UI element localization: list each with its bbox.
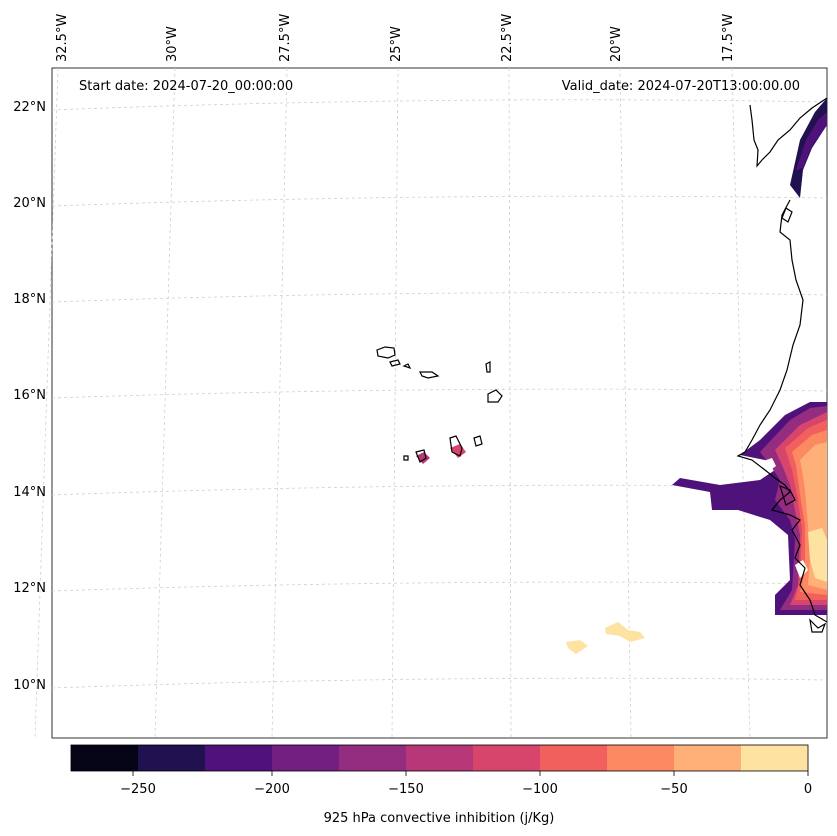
colorbar-tick-m50: −50 (660, 782, 687, 797)
lon-label-30w: 30°W (165, 26, 180, 62)
colorbar-cell (205, 745, 273, 771)
lat-label-14n: 14°N (13, 485, 46, 500)
colorbar-cell (473, 745, 541, 771)
valid-date-label: Valid_date: 2024-07-20T13:00:00.00 (562, 79, 800, 94)
start-date-label: Start date: 2024-07-20_00:00:00 (79, 79, 293, 94)
lat-label-22n: 22°N (13, 100, 46, 115)
colorbar-cell (339, 745, 407, 771)
latitude-labels: 22°N 20°N 18°N 16°N 14°N 12°N 10°N (13, 100, 46, 693)
colorbar-cell (71, 745, 139, 771)
colorbar-cell (540, 745, 608, 771)
lon-label-22-5w: 22.5°W (500, 14, 515, 62)
map-frame (51, 67, 828, 739)
longitude-gridlines (34, 67, 751, 739)
lon-label-20w: 20°W (609, 26, 624, 62)
lat-label-18n: 18°N (13, 292, 46, 307)
latitude-gridlines (51, 99, 828, 689)
cin-contour-fills (416, 98, 827, 654)
lat-label-12n: 12°N (13, 581, 46, 596)
colorbar-tick-m100: −100 (522, 782, 558, 797)
lon-label-27-5w: 27.5°W (278, 14, 293, 62)
coastlines (376, 97, 828, 633)
colorbar-cell (406, 745, 474, 771)
colorbar-tick-m200: −200 (254, 782, 290, 797)
colorbar-tick-0: 0 (804, 782, 812, 797)
colorbar-label: 925 hPa convective inhibition (j/Kg) (324, 811, 555, 826)
lon-label-25w: 25°W (389, 26, 404, 62)
colorbar-tick-m250: −250 (120, 782, 156, 797)
lat-label-10n: 10°N (13, 678, 46, 693)
colorbar (71, 745, 809, 771)
colorbar-cell (272, 745, 340, 771)
lat-label-20n: 20°N (13, 196, 46, 211)
lat-label-16n: 16°N (13, 388, 46, 403)
colorbar-cell (138, 745, 206, 771)
longitude-labels: 32.5°W 30°W 27.5°W 25°W 22.5°W 20°W 17.5… (55, 14, 736, 62)
colorbar-ticks: −250 −200 −150 −100 −50 0 (120, 771, 812, 797)
colorbar-outline (70, 744, 809, 772)
colorbar-cell (607, 745, 675, 771)
lon-label-32-5w: 32.5°W (55, 14, 70, 62)
colorbar-tick-m150: −150 (388, 782, 424, 797)
lon-label-17-5w: 17.5°W (721, 14, 736, 62)
colorbar-cell (741, 745, 809, 771)
colorbar-cell (674, 745, 742, 771)
